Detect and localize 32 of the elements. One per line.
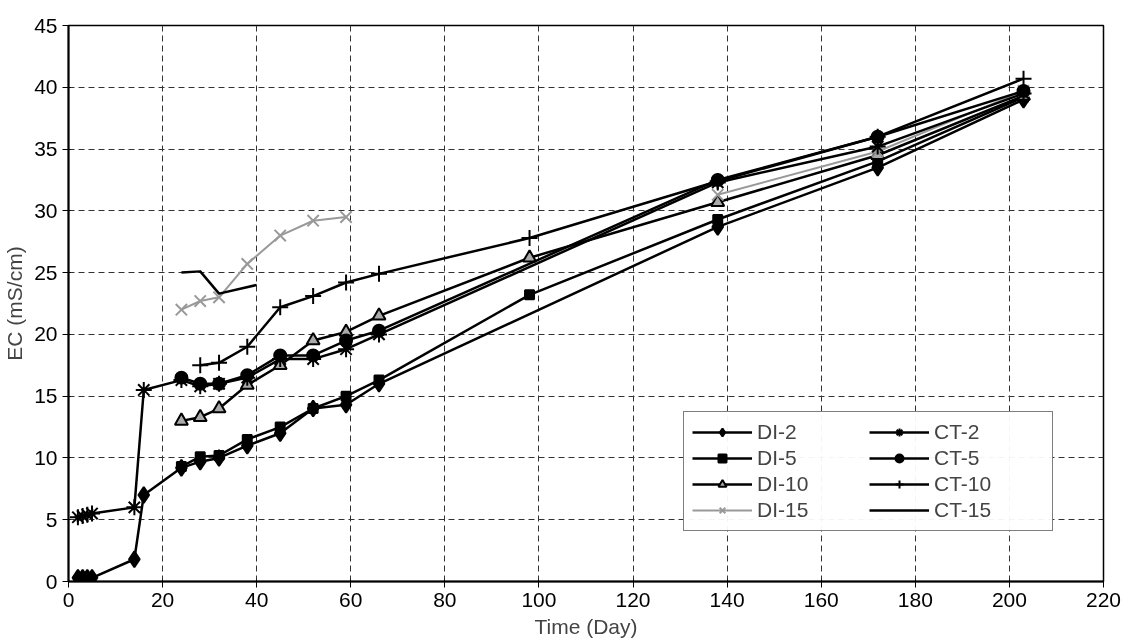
x-tick-label: 120 bbox=[615, 587, 651, 611]
legend-label: DI-5 bbox=[757, 446, 798, 470]
legend-label: CT-15 bbox=[934, 498, 993, 522]
y-tick-label: 5 bbox=[45, 507, 58, 531]
legend-label: DI-10 bbox=[757, 472, 810, 496]
legend-label: CT-5 bbox=[934, 446, 981, 470]
legend-label: CT-2 bbox=[934, 420, 981, 444]
x-tick-label: 160 bbox=[803, 587, 839, 611]
x-tick-label: 180 bbox=[897, 587, 933, 611]
x-tick-label: 80 bbox=[433, 587, 457, 611]
legend-label: DI-2 bbox=[757, 420, 798, 444]
y-tick-label: 45 bbox=[34, 13, 58, 37]
y-tick-label: 35 bbox=[34, 137, 58, 161]
x-tick-label: 100 bbox=[521, 587, 557, 611]
x-tick-label: 60 bbox=[339, 587, 363, 611]
x-axis-title: Time (Day) bbox=[534, 614, 638, 638]
x-tick-label: 0 bbox=[62, 587, 75, 611]
y-tick-label: 20 bbox=[34, 322, 58, 346]
x-tick-label: 140 bbox=[709, 587, 745, 611]
y-tick-label: 0 bbox=[45, 569, 58, 593]
y-tick-label: 30 bbox=[34, 198, 58, 222]
y-tick-label: 10 bbox=[34, 445, 58, 469]
legend-label: CT-10 bbox=[934, 472, 993, 496]
y-tick-label: 25 bbox=[34, 260, 58, 284]
x-tick-label: 200 bbox=[991, 587, 1027, 611]
x-tick-label: 20 bbox=[150, 587, 175, 611]
y-tick-label: 15 bbox=[34, 384, 58, 408]
y-tick-label: 40 bbox=[34, 75, 58, 99]
y-axis-title: EC (mS/cm) bbox=[3, 246, 27, 361]
x-tick-label: 40 bbox=[245, 587, 269, 611]
legend-label: DI-15 bbox=[757, 498, 810, 522]
x-tick-label: 220 bbox=[1085, 587, 1122, 611]
